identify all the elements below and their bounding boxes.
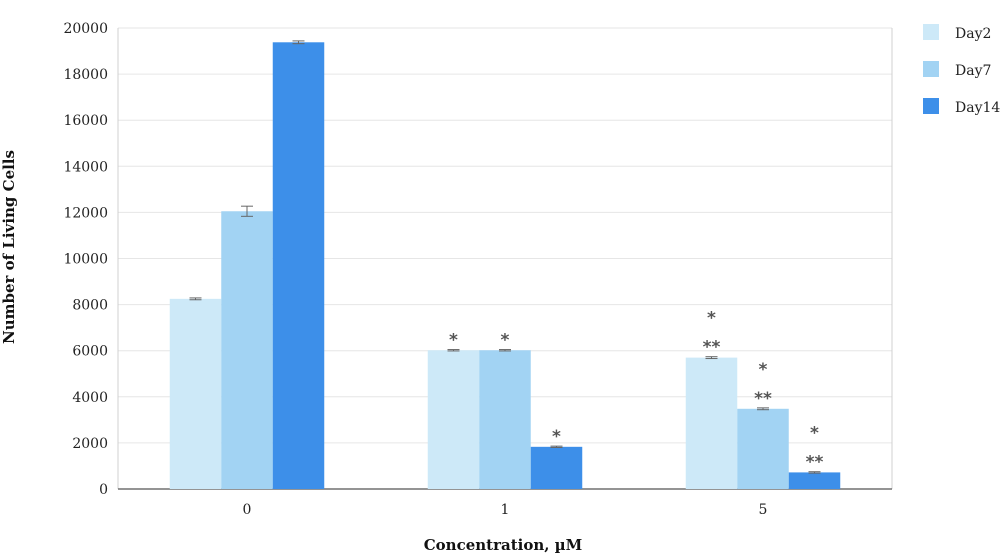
y-tick-label: 4000	[72, 390, 108, 406]
significance-marker: **	[806, 453, 824, 473]
legend: Day2 Day7 Day14	[923, 24, 1000, 116]
significance-marker: *	[759, 360, 768, 380]
y-tick-label: 6000	[72, 344, 108, 360]
bar-day14-5	[788, 472, 841, 489]
significance-marker: **	[703, 338, 721, 358]
legend-swatch-day7	[923, 61, 939, 77]
significance-marker: *	[810, 424, 819, 444]
y-tick-label: 14000	[63, 159, 108, 175]
bar-day14-1	[530, 446, 583, 489]
x-axis-title: Concentration, µM	[424, 536, 583, 554]
legend-label-day7: Day7	[955, 63, 991, 79]
y-tick-label: 2000	[72, 436, 108, 452]
bar-day7-1	[479, 350, 531, 489]
significance-marker: *	[552, 427, 561, 447]
significance-marker: **	[754, 389, 772, 409]
bar-day2-0	[169, 298, 222, 489]
y-tick-label: 8000	[72, 298, 108, 314]
bar-day14-0	[272, 42, 325, 489]
legend-swatch-day14	[923, 98, 939, 114]
significance-marker: *	[501, 331, 510, 351]
y-tick-label: 10000	[63, 252, 108, 268]
significance-marker: *	[707, 309, 716, 329]
y-tick-label: 12000	[63, 205, 108, 221]
y-tick-label: 16000	[63, 113, 108, 129]
legend-swatch-day2	[923, 24, 939, 40]
x-tick-label: 0	[243, 502, 252, 518]
y-tick-label: 20000	[63, 21, 108, 37]
y-tick-label: 0	[99, 482, 108, 498]
bar-day2-1	[427, 350, 480, 489]
significance-annotations: * ***********	[449, 309, 823, 473]
x-tick-label: 1	[501, 502, 510, 518]
y-axis-title: Number of Living Cells	[0, 150, 18, 344]
bar-day7-5	[737, 408, 789, 489]
legend-label-day2: Day2	[955, 26, 991, 42]
axes: 0 2000 4000 6000 8000 10000 12000 14000 16000 180…	[63, 21, 892, 518]
y-tick-label: 18000	[63, 67, 108, 83]
bar-day2-5	[685, 357, 738, 489]
legend-label-day14: Day14	[955, 100, 1000, 116]
bar-day7-0	[221, 211, 273, 489]
bars	[169, 40, 841, 489]
significance-marker: *	[449, 331, 458, 351]
x-tick-label: 5	[759, 502, 768, 518]
